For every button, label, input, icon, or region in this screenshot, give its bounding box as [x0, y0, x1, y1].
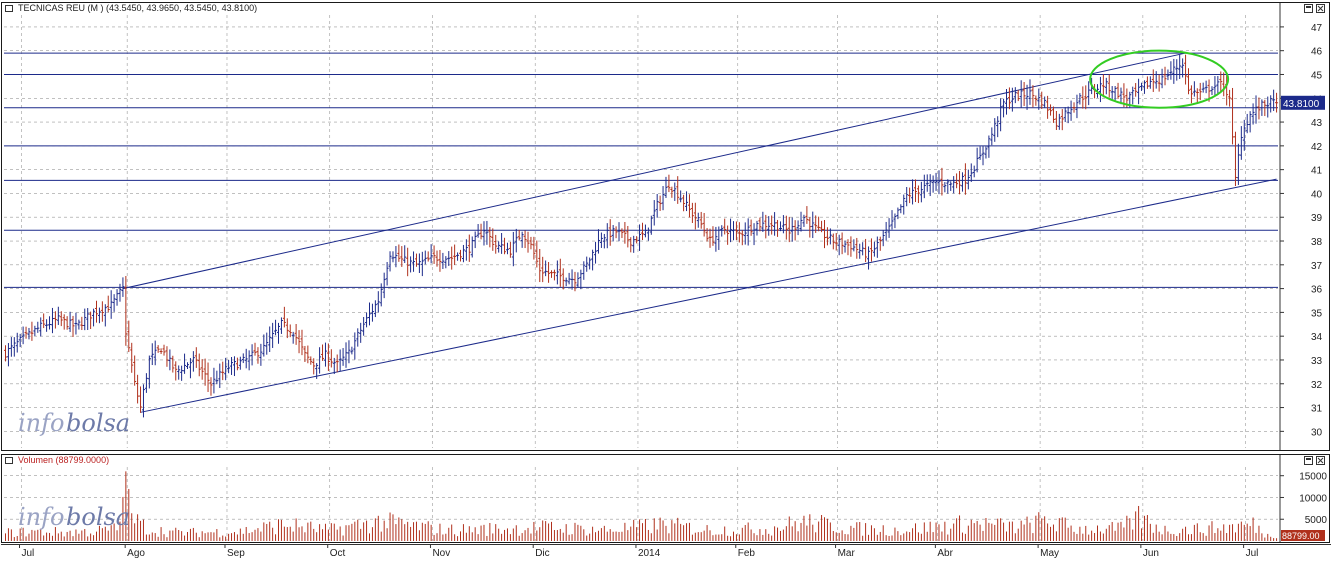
price-tick-label: 40	[1311, 189, 1323, 200]
volume-watermark: info bolsa	[18, 503, 130, 531]
last-price-tag: 43.8100	[1281, 95, 1325, 110]
time-tick-label: Oct	[330, 548, 346, 559]
time-tick-label: Mar	[838, 548, 856, 559]
price-tick-label: 32	[1311, 380, 1323, 391]
maximize-icon[interactable]	[1304, 456, 1313, 465]
price-tick-label: 37	[1311, 261, 1323, 272]
price-tick-label: 47	[1311, 23, 1323, 34]
time-tick-label: Abr	[937, 548, 953, 559]
price-tick-label: 31	[1311, 404, 1323, 415]
close-icon[interactable]	[1316, 456, 1325, 465]
price-tick-label: 34	[1311, 332, 1323, 343]
watermark-info: info	[18, 409, 64, 437]
last-volume-label: 88799.00	[1282, 531, 1320, 541]
time-tick-label: Dic	[535, 548, 549, 559]
time-tick-label: Sep	[227, 548, 245, 559]
last-price-label: 43.8100	[1283, 99, 1320, 110]
volume-tick-label: 10000	[1299, 493, 1327, 504]
volume-panel: Volumen (88799.0000) 5000 10000 15000 info…	[1, 454, 1330, 543]
panel-menu-icon[interactable]	[5, 5, 13, 12]
watermark-bolsa: bolsa	[66, 409, 130, 437]
price-panel: TECNICAS REU (M ) (43.5450, 43.9650, 43.…	[1, 2, 1330, 451]
price-tick-label: 43	[1311, 118, 1323, 129]
time-tick-label: Jul	[1246, 548, 1259, 559]
price-tick-label: 36	[1311, 285, 1323, 296]
price-tick-label: 41	[1311, 166, 1323, 177]
time-tick-label: 2014	[638, 548, 661, 559]
price-tick-label: 46	[1311, 47, 1323, 58]
time-tick-label: Jun	[1143, 548, 1159, 559]
last-price-tag-bg	[1281, 95, 1325, 110]
volume-bars	[5, 471, 1278, 541]
price-tick-label: 38	[1311, 237, 1323, 248]
volume-grid	[4, 467, 1278, 541]
price-chart: 303132333435363738394041424344454647 inf…	[4, 3, 1325, 450]
price-tick-label: 42	[1311, 142, 1323, 153]
price-grid	[4, 15, 1278, 448]
maximize-icon[interactable]	[1304, 4, 1313, 13]
time-tick-label: May	[1040, 548, 1059, 559]
price-panel-title: TECNICAS REU (M ) (43.5450, 43.9650, 43.…	[18, 3, 258, 13]
price-tick-label: 45	[1311, 70, 1323, 81]
volume-panel-title: Volumen (88799.0000)	[18, 455, 110, 465]
price-tick-label: 33	[1311, 356, 1323, 367]
watermark-info: info	[18, 503, 64, 531]
price-bars	[4, 54, 1279, 418]
volume-axis: 5000 10000 15000	[1279, 455, 1328, 542]
trend-line	[122, 52, 1186, 290]
watermark-bolsa: bolsa	[66, 503, 130, 531]
last-volume-tag-bg	[1281, 530, 1325, 541]
time-tick-label: Ago	[127, 548, 145, 559]
volume-chart: 5000 10000 15000 info bolsa 88799.00	[4, 455, 1328, 542]
time-axis: Jul Ago Sep Oct Nov Dic 2014 Feb Mar Abr May Jun Jul	[1, 544, 1331, 559]
volume-tick-label: 5000	[1305, 515, 1328, 526]
time-tick-label: Nov	[432, 548, 450, 559]
highlight-ellipse	[1089, 49, 1230, 109]
price-axis: 303132333435363738394041424344454647	[1279, 3, 1323, 450]
time-tick-label: Jul	[22, 548, 35, 559]
price-watermark: info bolsa	[18, 409, 130, 437]
horizontal-levels	[4, 52, 1278, 288]
highlight-ellipse-shape	[1089, 49, 1230, 109]
close-icon[interactable]	[1316, 4, 1325, 13]
panel-menu-icon[interactable]	[5, 457, 13, 464]
volume-panel-header: Volumen (88799.0000)	[2, 455, 1329, 467]
time-tick-label: Feb	[738, 548, 756, 559]
last-volume-tag: 88799.00	[1281, 530, 1325, 541]
trend-lines	[122, 52, 1277, 413]
volume-tick-label: 15000	[1299, 472, 1327, 483]
price-panel-header: TECNICAS REU (M ) (43.5450, 43.9650, 43.…	[2, 3, 1329, 15]
trend-line	[140, 178, 1277, 413]
price-tick-label: 35	[1311, 308, 1323, 319]
price-tick-label: 30	[1311, 427, 1323, 438]
price-tick-label: 39	[1311, 213, 1323, 224]
